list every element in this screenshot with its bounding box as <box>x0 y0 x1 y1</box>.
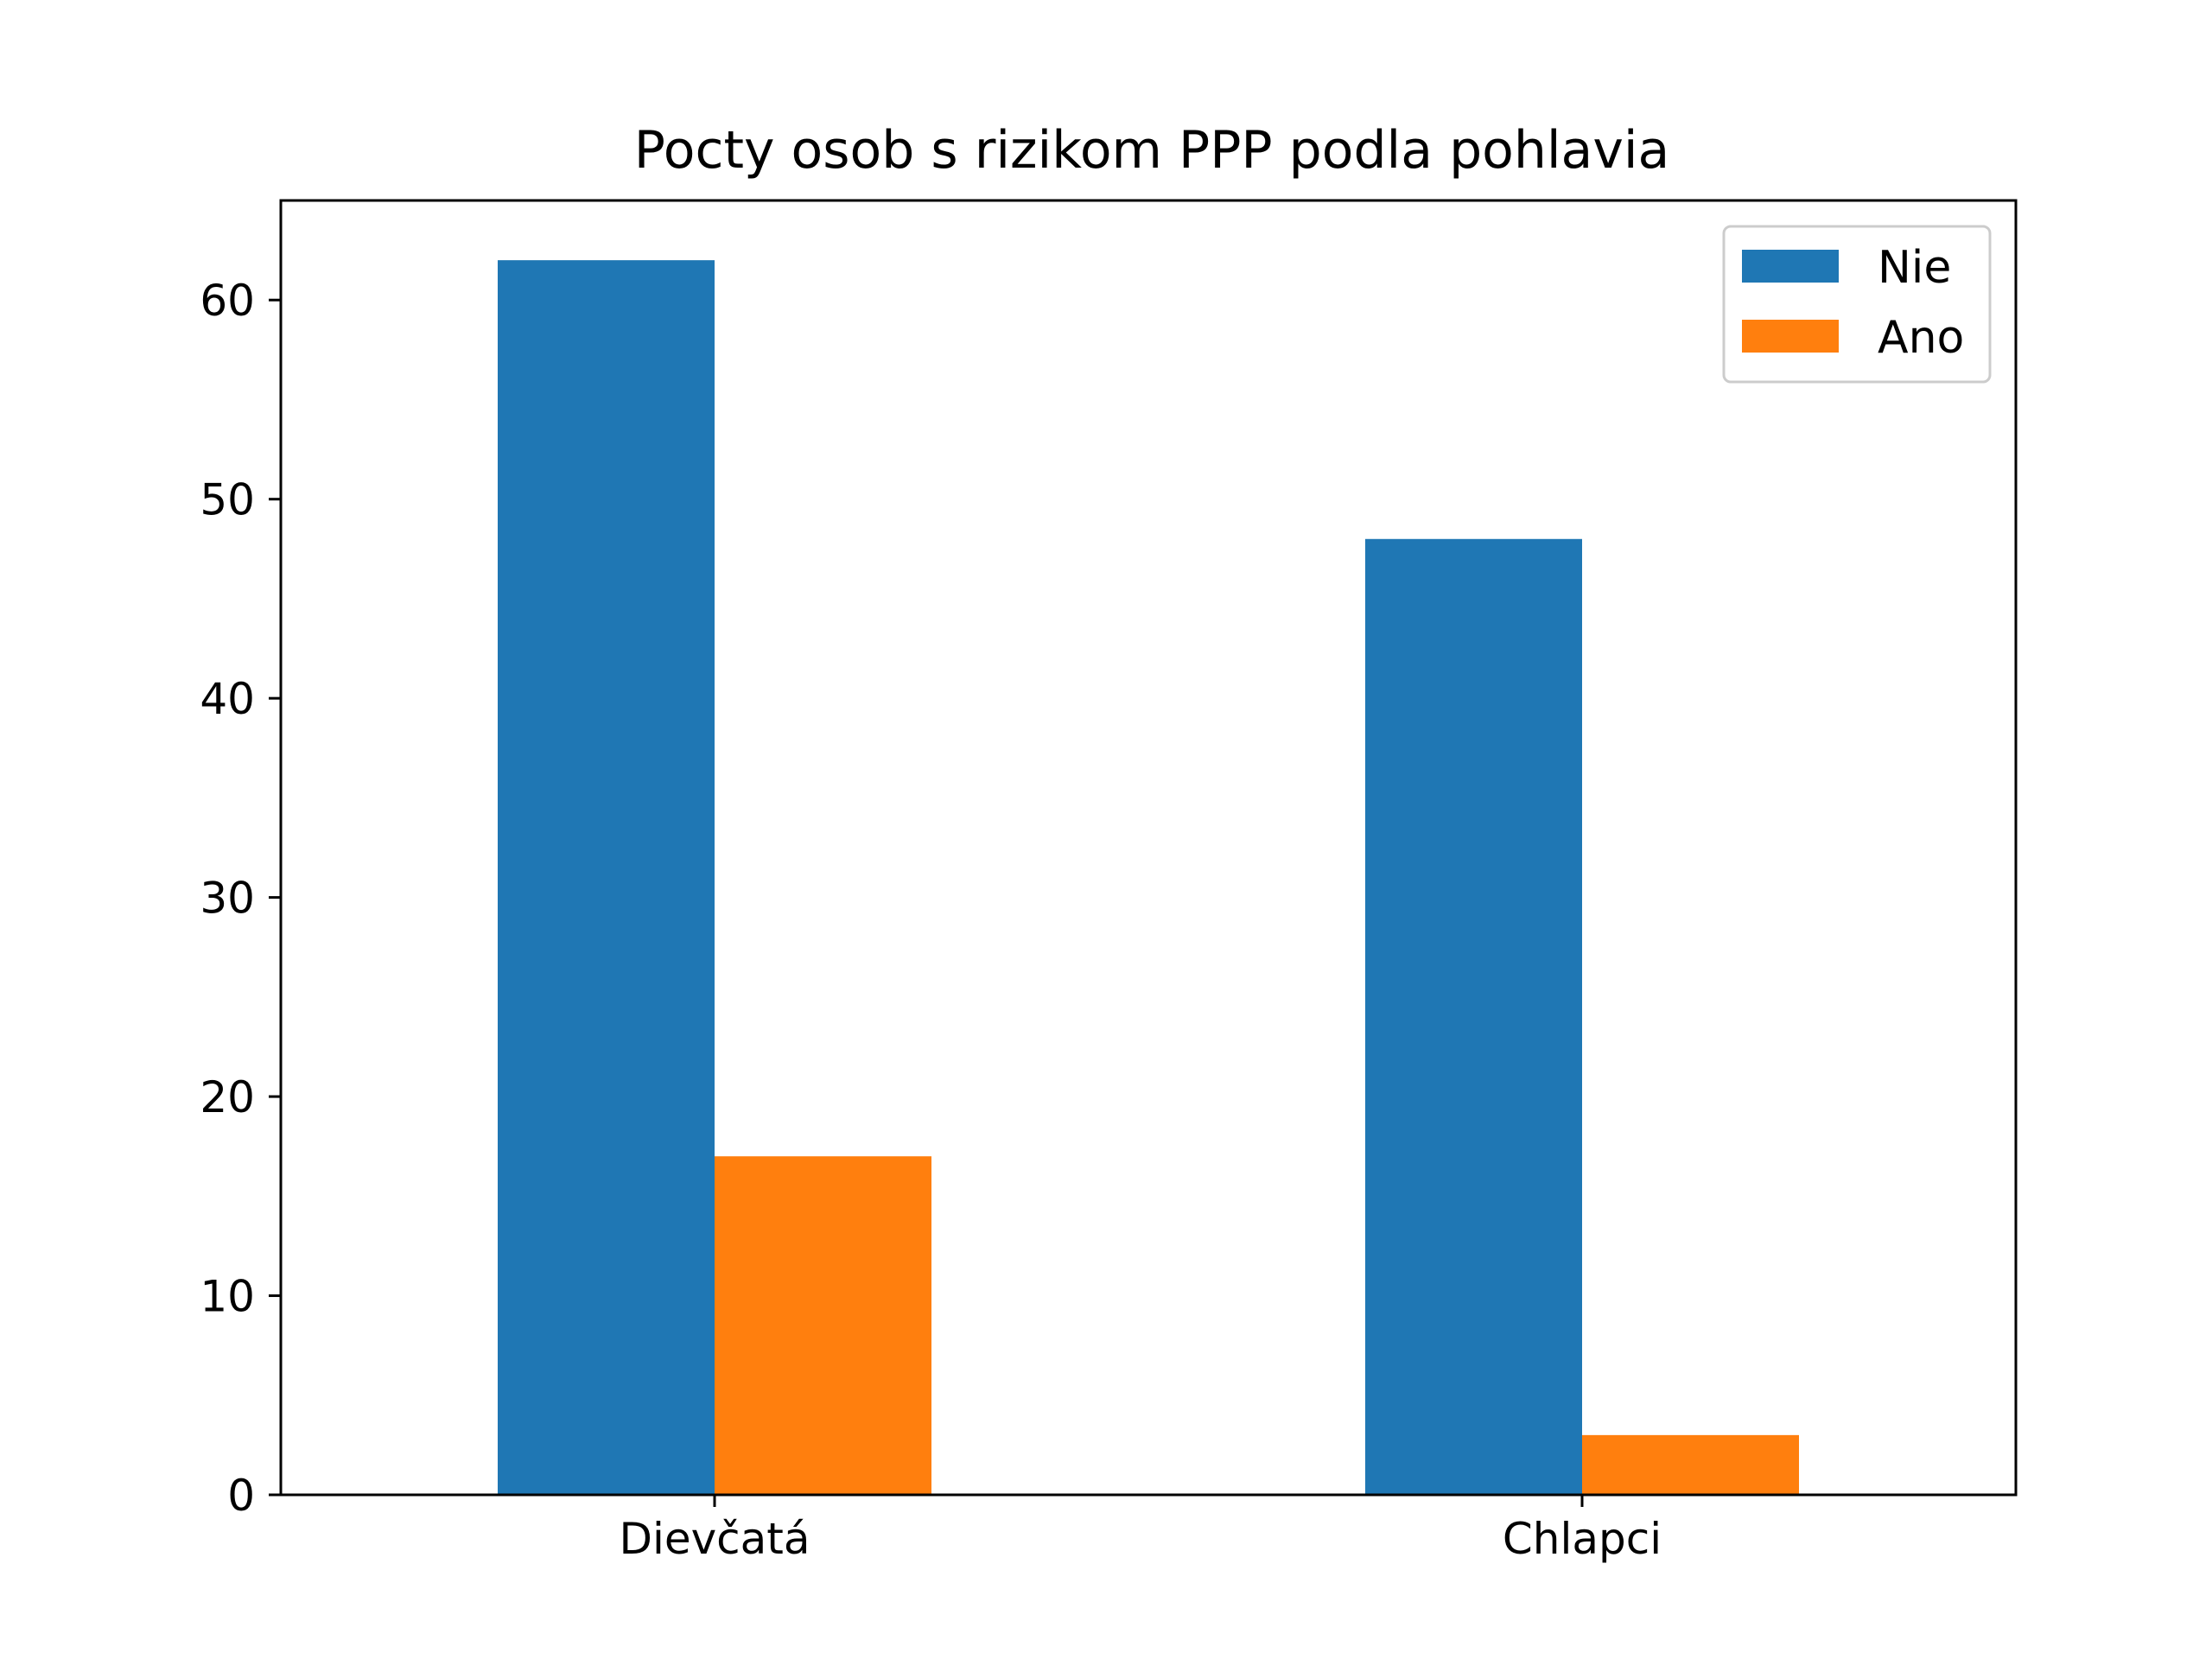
legend-label-ano: Ano <box>1878 312 1964 364</box>
y-tick-label: 40 <box>200 674 255 724</box>
legend: Nie Ano <box>1722 225 1992 384</box>
y-tick-label: 10 <box>200 1272 255 1322</box>
bars-layer <box>498 260 1799 1496</box>
legend-label-nie: Nie <box>1878 242 1951 294</box>
y-axis: 0 10 20 30 40 50 60 <box>200 276 281 1521</box>
axes-frame <box>279 199 2018 1497</box>
y-tick-label: 20 <box>200 1072 255 1122</box>
y-tick-label: 50 <box>200 475 255 525</box>
bar-ano-1 <box>1582 1434 1799 1495</box>
x-axis: Dievčatá Chlapci <box>619 1495 1662 1564</box>
legend-swatch-ano <box>1742 320 1839 353</box>
y-tick-label: 0 <box>227 1471 255 1521</box>
x-tick-label: Dievčatá <box>619 1514 810 1564</box>
chart-title: Pocty osob s rizikom PPP podla pohlavia <box>634 120 1670 181</box>
bar-nie-1 <box>1365 538 1582 1495</box>
bar-ano-0 <box>715 1156 931 1495</box>
y-tick-label: 60 <box>200 276 255 326</box>
x-tick-label: Chlapci <box>1503 1514 1662 1564</box>
y-tick-label: 30 <box>200 874 255 924</box>
bar-nie-0 <box>498 260 715 1496</box>
legend-swatch-nie <box>1742 250 1839 283</box>
